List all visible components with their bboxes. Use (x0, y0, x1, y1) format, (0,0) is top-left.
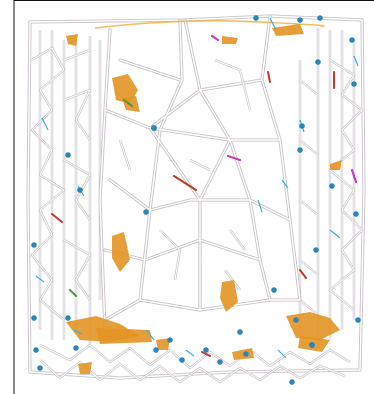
hazard-area-icon (78, 362, 92, 374)
node-dot-icon (309, 342, 315, 348)
node-dot-icon (289, 379, 295, 385)
node-dot-icon (179, 357, 185, 363)
segment-marker (69, 99, 133, 297)
node-dot-icon (355, 317, 361, 323)
node-dot-icon (353, 211, 359, 217)
node-dot-icon (329, 183, 335, 189)
node-dot-icon (203, 347, 209, 353)
hazard-area-icon (220, 280, 238, 312)
node-dot-icon (151, 125, 157, 131)
hazard-area-icon (156, 338, 170, 350)
node-dot-icon (299, 123, 305, 129)
node-dot-icon (153, 347, 159, 353)
node-dot-icon (143, 209, 149, 215)
road-segment (299, 59, 363, 316)
node-dot-icon (313, 247, 319, 253)
hazard-area-icon (232, 348, 254, 360)
road-segment (119, 59, 251, 291)
node-dot-icon (217, 359, 223, 365)
node-dot-icon (293, 317, 299, 323)
node-dot-icon (37, 365, 43, 371)
node-dot-icon (297, 17, 303, 23)
hazard-area-icon (66, 34, 78, 46)
node-dot-icon (31, 315, 37, 321)
node-dot-icon (31, 242, 37, 248)
node-dot-icon (297, 147, 303, 153)
road-segment (31, 47, 91, 321)
node-dot-icon (237, 329, 243, 335)
node-dot-icon (167, 337, 173, 343)
node-dot-icon (77, 187, 83, 193)
road-segment (99, 15, 301, 331)
segment-marker (51, 71, 335, 357)
node-dot-icon (271, 287, 277, 293)
hazard-area-icon (222, 36, 238, 44)
node-dot-icon (349, 37, 355, 43)
node-dot-icon (351, 81, 357, 87)
node-dot-icon (253, 15, 259, 21)
road-segment (27, 15, 365, 379)
hazard-area-icon (96, 328, 152, 344)
node-dot-icon (65, 152, 71, 158)
node-dot-icon (315, 59, 321, 65)
node-dot-icon (243, 351, 249, 357)
hazard-area-icon (94, 20, 325, 29)
hazard-area-layer (66, 20, 342, 374)
hazard-area-icon (330, 160, 342, 170)
node-dot-icon (65, 315, 71, 321)
node-dot-icon (317, 15, 323, 21)
node-dot-icon (33, 347, 39, 353)
node-layer (31, 15, 361, 385)
hazard-area-icon (112, 232, 130, 272)
hazard-area-icon (112, 74, 138, 104)
map-frame (13, 0, 374, 394)
hazard-area-icon (286, 312, 340, 340)
node-dot-icon (73, 345, 79, 351)
hazard-area-icon (272, 24, 304, 36)
segment-marker (210, 34, 358, 184)
